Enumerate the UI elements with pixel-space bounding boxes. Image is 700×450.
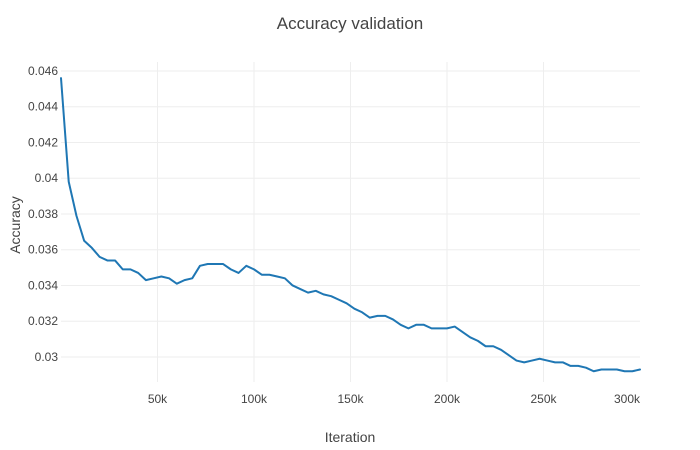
x-tick-label: 150k bbox=[337, 392, 364, 406]
y-tick-label: 0.034 bbox=[28, 278, 58, 292]
x-tick-labels: 50k 100k 150k 200k 250k 300k bbox=[148, 392, 641, 406]
chart-title: Accuracy validation bbox=[277, 14, 423, 33]
x-axis-title: Iteration bbox=[325, 429, 376, 445]
y-tick-label: 0.032 bbox=[28, 314, 58, 328]
accuracy-series-line bbox=[60, 77, 641, 373]
x-tick-label: 100k bbox=[241, 392, 268, 406]
y-tick-label: 0.044 bbox=[28, 100, 58, 114]
x-gridlines bbox=[157, 62, 544, 382]
y-tick-label: 0.03 bbox=[35, 350, 59, 364]
y-tick-label: 0.04 bbox=[35, 171, 59, 185]
y-tick-label: 0.038 bbox=[28, 207, 58, 221]
y-tick-labels: 0.03 0.032 0.034 0.036 0.038 0.04 0.042 0.044 0.… bbox=[28, 64, 58, 364]
x-tick-label: 200k bbox=[434, 392, 461, 406]
x-tick-label: 300k bbox=[614, 392, 641, 406]
x-tick-label: 250k bbox=[530, 392, 557, 406]
x-tick-label: 50k bbox=[148, 392, 168, 406]
y-tick-label: 0.042 bbox=[28, 135, 58, 149]
y-tick-label: 0.046 bbox=[28, 64, 58, 78]
series-layer bbox=[60, 77, 641, 373]
y-axis-title: Accuracy bbox=[7, 196, 23, 254]
y-tick-label: 0.036 bbox=[28, 243, 58, 257]
